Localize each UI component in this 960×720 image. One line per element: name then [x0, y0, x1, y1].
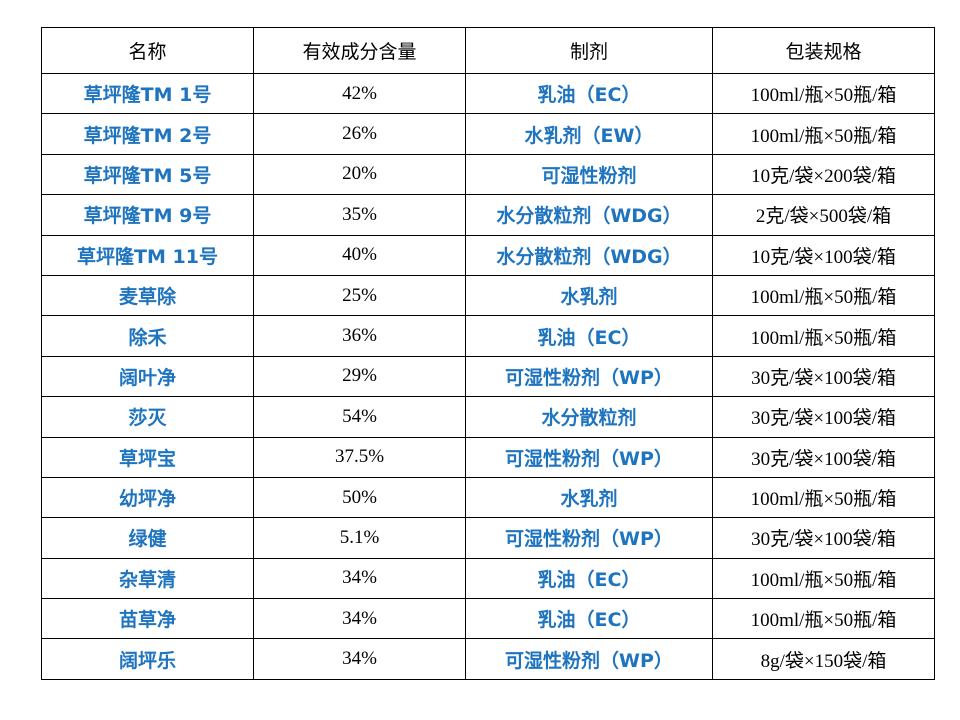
content-cell: 34% [253, 638, 466, 680]
product-name-cell: 草坪宝 [41, 436, 254, 478]
content-cell: 35% [253, 194, 466, 236]
packaging-cell: 30克/袋×100袋/箱 [712, 436, 935, 478]
table-row: 杂草清 34% 乳油（EC） 100ml/瓶×50瓶/箱 [41, 557, 935, 600]
packaging-cell: 100ml/瓶×50瓶/箱 [712, 598, 935, 640]
formulation-cell: 乳油（EC） [465, 315, 713, 357]
formulation-cell: 乳油（EC） [465, 72, 713, 115]
header-name: 名称 [41, 27, 254, 74]
product-name-cell: 莎灭 [41, 396, 254, 438]
formulation-cell: 可湿性粉剂（WP） [465, 638, 713, 680]
product-name-cell: 草坪隆TM 1号 [41, 72, 254, 115]
packaging-cell: 30克/袋×100袋/箱 [712, 396, 935, 438]
product-name-cell: 草坪隆TM 2号 [41, 113, 254, 155]
formulation-cell: 水分散粒剂（WDG） [465, 234, 713, 276]
content-cell: 20% [253, 153, 466, 196]
formulation-cell: 可湿性粉剂 [465, 153, 713, 196]
table-row: 除禾 36% 乳油（EC） 100ml/瓶×50瓶/箱 [41, 315, 935, 357]
formulation-cell: 水乳剂 [465, 274, 713, 317]
table-body: 草坪隆TM 1号 42% 乳油（EC） 100ml/瓶×50瓶/箱 草坪隆TM … [41, 72, 935, 680]
table-row: 阔坪乐 34% 可湿性粉剂（WP） 8g/袋×150袋/箱 [41, 638, 935, 680]
product-name-cell: 草坪隆TM 5号 [41, 153, 254, 196]
formulation-cell: 水乳剂（EW） [465, 113, 713, 155]
product-name-cell: 草坪隆TM 9号 [41, 194, 254, 236]
table-row: 草坪隆TM 5号 20% 可湿性粉剂 10克/袋×200袋/箱 [41, 153, 935, 196]
table-row: 阔叶净 29% 可湿性粉剂（WP） 30克/袋×100袋/箱 [41, 355, 935, 398]
product-name-cell: 除禾 [41, 315, 254, 357]
content-cell: 37.5% [253, 436, 466, 478]
content-cell: 36% [253, 315, 466, 357]
product-name-cell: 麦草除 [41, 274, 254, 317]
content-cell: 26% [253, 113, 466, 155]
packaging-cell: 100ml/瓶×50瓶/箱 [712, 557, 935, 600]
formulation-cell: 可湿性粉剂（WP） [465, 436, 713, 478]
packaging-cell: 2克/袋×500袋/箱 [712, 194, 935, 236]
packaging-cell: 100ml/瓶×50瓶/箱 [712, 113, 935, 155]
table-row: 草坪宝 37.5% 可湿性粉剂（WP） 30克/袋×100袋/箱 [41, 436, 935, 478]
formulation-cell: 乳油（EC） [465, 598, 713, 640]
content-cell: 42% [253, 72, 466, 115]
content-cell: 40% [253, 234, 466, 276]
table-row: 幼坪净 50% 水乳剂 100ml/瓶×50瓶/箱 [41, 476, 935, 519]
content-cell: 29% [253, 355, 466, 398]
formulation-cell: 水分散粒剂（WDG） [465, 194, 713, 236]
content-cell: 54% [253, 396, 466, 438]
packaging-cell: 8g/袋×150袋/箱 [712, 638, 935, 680]
table-row: 麦草除 25% 水乳剂 100ml/瓶×50瓶/箱 [41, 274, 935, 317]
header-packaging: 包装规格 [712, 27, 935, 74]
table-row: 草坪隆TM 2号 26% 水乳剂（EW） 100ml/瓶×50瓶/箱 [41, 113, 935, 155]
packaging-cell: 30克/袋×100袋/箱 [712, 517, 935, 559]
product-name-cell: 草坪隆TM 11号 [41, 234, 254, 276]
product-name-cell: 苗草净 [41, 598, 254, 640]
header-row: 名称 有效成分含量 制剂 包装规格 [41, 27, 935, 74]
table-row: 苗草净 34% 乳油（EC） 100ml/瓶×50瓶/箱 [41, 598, 935, 640]
product-name-cell: 阔叶净 [41, 355, 254, 398]
content-cell: 50% [253, 476, 466, 519]
formulation-cell: 水乳剂 [465, 476, 713, 519]
formulation-cell: 乳油（EC） [465, 557, 713, 600]
table-header: 名称 有效成分含量 制剂 包装规格 [41, 27, 935, 74]
table-row: 草坪隆TM 1号 42% 乳油（EC） 100ml/瓶×50瓶/箱 [41, 72, 935, 115]
table-row: 莎灭 54% 水分散粒剂 30克/袋×100袋/箱 [41, 396, 935, 438]
packaging-cell: 100ml/瓶×50瓶/箱 [712, 315, 935, 357]
packaging-cell: 100ml/瓶×50瓶/箱 [712, 476, 935, 519]
formulation-cell: 可湿性粉剂（WP） [465, 517, 713, 559]
header-content: 有效成分含量 [253, 27, 466, 74]
content-cell: 34% [253, 598, 466, 640]
product-name-cell: 幼坪净 [41, 476, 254, 519]
content-cell: 34% [253, 557, 466, 600]
content-cell: 25% [253, 274, 466, 317]
table-row: 草坪隆TM 9号 35% 水分散粒剂（WDG） 2克/袋×500袋/箱 [41, 194, 935, 236]
formulation-cell: 可湿性粉剂（WP） [465, 355, 713, 398]
product-name-cell: 绿健 [41, 517, 254, 559]
content-cell: 5.1% [253, 517, 466, 559]
product-table: 名称 有效成分含量 制剂 包装规格 草坪隆TM 1号 42% 乳油（EC） 10… [41, 27, 935, 680]
packaging-cell: 10克/袋×100袋/箱 [712, 234, 935, 276]
packaging-cell: 30克/袋×100袋/箱 [712, 355, 935, 398]
table-row: 草坪隆TM 11号 40% 水分散粒剂（WDG） 10克/袋×100袋/箱 [41, 234, 935, 276]
packaging-cell: 100ml/瓶×50瓶/箱 [712, 72, 935, 115]
packaging-cell: 100ml/瓶×50瓶/箱 [712, 274, 935, 317]
product-name-cell: 杂草清 [41, 557, 254, 600]
header-formulation: 制剂 [465, 27, 713, 74]
packaging-cell: 10克/袋×200袋/箱 [712, 153, 935, 196]
product-name-cell: 阔坪乐 [41, 638, 254, 680]
table-row: 绿健 5.1% 可湿性粉剂（WP） 30克/袋×100袋/箱 [41, 517, 935, 559]
formulation-cell: 水分散粒剂 [465, 396, 713, 438]
